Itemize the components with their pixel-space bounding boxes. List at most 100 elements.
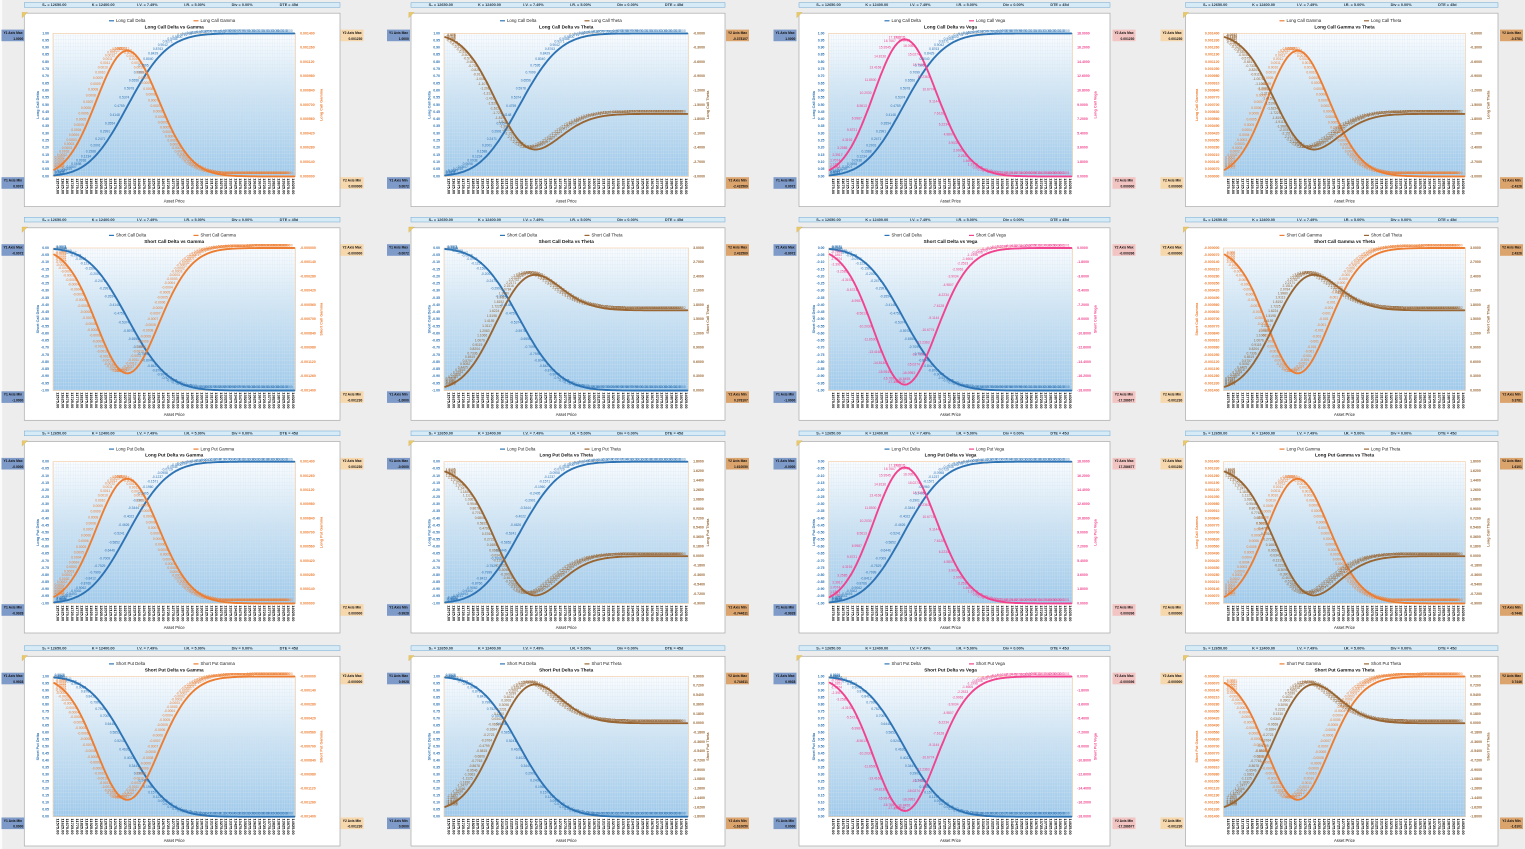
svg-text:Asset Price: Asset Price bbox=[940, 625, 962, 630]
svg-text:13475.00: 13475.00 bbox=[1015, 819, 1020, 835]
svg-text:0.0018: 0.0018 bbox=[211, 811, 221, 815]
svg-text:13725.00: 13725.00 bbox=[1432, 178, 1437, 194]
svg-text:0.2471: 0.2471 bbox=[871, 137, 881, 141]
svg-text:-0.9119: -0.9119 bbox=[1250, 73, 1261, 77]
svg-text:0.0012: 0.0012 bbox=[124, 51, 134, 55]
svg-text:0.2901: 0.2901 bbox=[134, 772, 144, 776]
svg-text:-0.3764: -0.3764 bbox=[1260, 739, 1271, 743]
svg-text:-0.0006: -0.0006 bbox=[80, 310, 91, 314]
svg-text:0.7214: 0.7214 bbox=[530, 682, 540, 686]
svg-text:-0.0003: -0.0003 bbox=[1341, 698, 1352, 702]
svg-text:0.1731: 0.1731 bbox=[1350, 710, 1360, 714]
svg-text:12175.00: 12175.00 bbox=[113, 819, 118, 835]
svg-text:13175.00: 13175.00 bbox=[209, 178, 214, 194]
svg-text:2.0057: 2.0057 bbox=[559, 291, 569, 295]
svg-text:-0.5025: -0.5025 bbox=[1325, 578, 1336, 582]
svg-text:0.0000: 0.0000 bbox=[249, 171, 259, 175]
svg-text:12125.00: 12125.00 bbox=[500, 605, 505, 621]
svg-text:-0.0000: -0.0000 bbox=[282, 672, 293, 676]
svg-text:-0.3444: -0.3444 bbox=[904, 506, 915, 510]
svg-text:-0.000840: -0.000840 bbox=[300, 331, 316, 335]
svg-text:0.000560: 0.000560 bbox=[300, 545, 315, 549]
svg-text:-0.9271: -0.9271 bbox=[938, 376, 949, 380]
svg-text:0.0000: 0.0000 bbox=[268, 811, 278, 815]
svg-text:0.0000: 0.0000 bbox=[266, 598, 276, 602]
svg-text:-0.1588: -0.1588 bbox=[860, 266, 871, 270]
svg-text:2.1516: 2.1516 bbox=[504, 284, 514, 288]
svg-text:0.0012: 0.0012 bbox=[105, 482, 115, 486]
svg-text:-0.9934: -0.9934 bbox=[195, 385, 206, 389]
svg-text:-1.4497: -1.4497 bbox=[447, 794, 458, 798]
svg-text:-0.0043: -0.0043 bbox=[592, 458, 603, 462]
svg-text:-0.0000: -0.0000 bbox=[231, 672, 242, 676]
svg-text:-0.000910: -0.000910 bbox=[1204, 766, 1220, 770]
svg-text:13275.00: 13275.00 bbox=[1389, 819, 1394, 835]
svg-text:0.3902: 0.3902 bbox=[1280, 699, 1290, 703]
svg-text:0.55: 0.55 bbox=[818, 96, 825, 100]
svg-text:0.0000: 0.0000 bbox=[1441, 598, 1451, 602]
svg-text:-0.05: -0.05 bbox=[432, 253, 440, 257]
svg-text:12075.00: 12075.00 bbox=[495, 605, 500, 621]
svg-text:0.9000: 0.9000 bbox=[1470, 507, 1481, 511]
svg-text:12075.00: 12075.00 bbox=[104, 392, 109, 408]
svg-text:13975.00: 13975.00 bbox=[679, 605, 684, 621]
svg-text:-2.410: -2.410 bbox=[531, 144, 541, 148]
svg-text:-0.0003: -0.0003 bbox=[1049, 244, 1060, 248]
svg-text:0.0071: 0.0071 bbox=[55, 171, 65, 175]
svg-text:-0.9546: -0.9546 bbox=[1245, 769, 1256, 773]
svg-text:-1.8007: -1.8007 bbox=[1356, 115, 1367, 119]
svg-text:12775.00: 12775.00 bbox=[563, 819, 568, 835]
svg-text:Y1 Axis Min: Y1 Axis Min bbox=[776, 606, 794, 610]
svg-text:12725.00: 12725.00 bbox=[1336, 605, 1341, 621]
svg-text:-0.7200: -0.7200 bbox=[693, 759, 705, 763]
svg-text:0.2534: 0.2534 bbox=[1342, 706, 1352, 710]
svg-text:0.0000: 0.0000 bbox=[278, 171, 288, 175]
svg-text:-0.90: -0.90 bbox=[817, 374, 825, 378]
svg-text:-4.3192: -4.3192 bbox=[841, 278, 852, 282]
svg-text:-0.0000: -0.0000 bbox=[1025, 457, 1036, 461]
svg-text:-0.7006: -0.7006 bbox=[532, 589, 543, 593]
svg-text:-1.6882: -1.6882 bbox=[1444, 110, 1455, 114]
svg-text:-0.000: -0.000 bbox=[1437, 244, 1447, 248]
svg-text:0.2991: 0.2991 bbox=[876, 129, 886, 133]
svg-text:-0.0545: -0.0545 bbox=[943, 465, 954, 469]
svg-text:11575.00: 11575.00 bbox=[447, 819, 452, 835]
svg-text:13225.00: 13225.00 bbox=[991, 605, 996, 621]
svg-text:0.000840: 0.000840 bbox=[300, 89, 315, 93]
svg-text:0.7200: 0.7200 bbox=[1470, 516, 1481, 520]
svg-text:-0.0004: -0.0004 bbox=[1332, 713, 1343, 717]
svg-text:0.4019: 0.4019 bbox=[982, 169, 992, 173]
svg-text:-0.0000: -0.0000 bbox=[398, 465, 409, 469]
svg-text:-0.000: -0.000 bbox=[1389, 245, 1399, 249]
svg-text:0.0000: 0.0000 bbox=[242, 171, 252, 175]
svg-text:13625.00: 13625.00 bbox=[1423, 392, 1428, 408]
svg-text:0.0003: 0.0003 bbox=[1232, 146, 1242, 150]
svg-text:Y2 Axis Min: Y2 Axis Min bbox=[1502, 393, 1520, 397]
svg-text:-0.0028: -0.0028 bbox=[981, 458, 992, 462]
svg-text:12975.00: 12975.00 bbox=[966, 392, 971, 408]
svg-text:1.0000: 1.0000 bbox=[642, 29, 652, 33]
svg-text:1.8000: 1.8000 bbox=[1470, 303, 1481, 307]
svg-text:I.R. = 5.00%: I.R. = 5.00% bbox=[570, 218, 592, 222]
svg-text:0.10: 0.10 bbox=[42, 801, 49, 805]
svg-text:-0.0052: -0.0052 bbox=[1394, 552, 1405, 556]
svg-text:-0.70: -0.70 bbox=[41, 346, 49, 350]
svg-text:-0.2405: -0.2405 bbox=[137, 492, 148, 496]
svg-text:I.V. = 7.49%: I.V. = 7.49% bbox=[137, 432, 158, 436]
svg-text:13125.00: 13125.00 bbox=[981, 605, 986, 621]
svg-text:-0.001: -0.001 bbox=[1269, 350, 1279, 354]
svg-text:-0.000: -0.000 bbox=[1451, 244, 1461, 248]
svg-text:0.0009: 0.0009 bbox=[634, 719, 644, 723]
svg-text:-0.7529: -0.7529 bbox=[870, 564, 881, 568]
svg-text:0.0012: 0.0012 bbox=[1285, 475, 1295, 479]
svg-text:-0.9993: -0.9993 bbox=[996, 385, 1007, 389]
svg-text:K = 12400.00: K = 12400.00 bbox=[1252, 3, 1275, 7]
svg-text:15.0274: 15.0274 bbox=[908, 481, 920, 485]
svg-text:13375.00: 13375.00 bbox=[229, 392, 234, 408]
svg-text:0.0008: 0.0008 bbox=[1256, 521, 1266, 525]
svg-text:12175.00: 12175.00 bbox=[113, 178, 118, 194]
svg-text:-0.0003: -0.0003 bbox=[166, 277, 177, 281]
svg-text:-1.7375: -1.7375 bbox=[1368, 112, 1379, 116]
svg-text:-0.1507: -0.1507 bbox=[1351, 560, 1362, 564]
svg-text:0.0000: 0.0000 bbox=[1414, 598, 1424, 602]
